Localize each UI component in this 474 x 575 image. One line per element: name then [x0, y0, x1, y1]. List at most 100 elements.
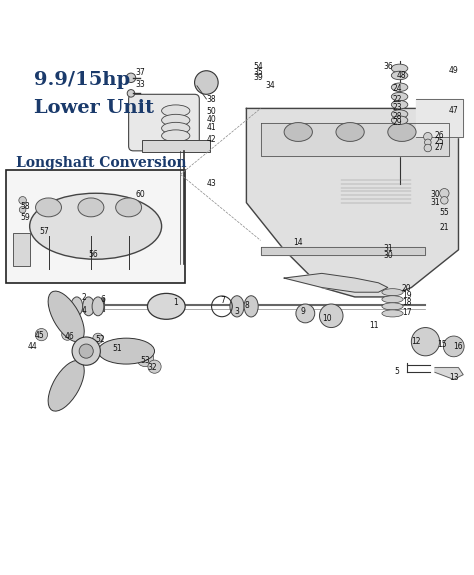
FancyBboxPatch shape — [6, 170, 185, 283]
Text: Lower Unit: Lower Unit — [35, 99, 155, 117]
Polygon shape — [435, 367, 463, 380]
Text: 10: 10 — [322, 313, 331, 323]
Ellipse shape — [92, 297, 104, 316]
Text: 17: 17 — [402, 308, 411, 316]
Text: 47: 47 — [449, 106, 459, 116]
Text: 54: 54 — [253, 63, 263, 71]
Text: 18: 18 — [402, 298, 411, 307]
FancyBboxPatch shape — [128, 94, 199, 151]
Ellipse shape — [392, 64, 408, 72]
Text: 56: 56 — [89, 250, 98, 259]
Text: 2: 2 — [82, 293, 86, 302]
Ellipse shape — [382, 310, 403, 317]
Text: 50: 50 — [206, 107, 216, 116]
Text: 42: 42 — [206, 135, 216, 144]
Circle shape — [195, 71, 218, 94]
Circle shape — [110, 342, 119, 351]
Text: 14: 14 — [293, 238, 303, 247]
Text: 22: 22 — [392, 94, 402, 103]
Text: 43: 43 — [206, 179, 216, 189]
Ellipse shape — [30, 193, 162, 259]
Text: 8: 8 — [244, 301, 249, 310]
Text: 5: 5 — [395, 367, 400, 376]
Polygon shape — [284, 273, 388, 292]
Ellipse shape — [392, 101, 408, 109]
Ellipse shape — [382, 289, 403, 296]
Circle shape — [319, 304, 343, 328]
Ellipse shape — [48, 291, 84, 342]
Circle shape — [127, 90, 135, 97]
Text: 53: 53 — [140, 356, 150, 365]
Text: 23: 23 — [392, 103, 402, 112]
Text: 13: 13 — [449, 373, 458, 382]
Text: 7: 7 — [220, 296, 225, 305]
Circle shape — [93, 333, 103, 344]
Ellipse shape — [392, 83, 408, 91]
Text: 57: 57 — [39, 227, 49, 236]
Circle shape — [296, 304, 315, 323]
Ellipse shape — [78, 198, 104, 217]
Text: 32: 32 — [147, 363, 157, 372]
Polygon shape — [416, 99, 463, 137]
Text: 19: 19 — [402, 290, 411, 300]
Text: 41: 41 — [206, 123, 216, 132]
Text: 39: 39 — [253, 73, 263, 82]
Text: 36: 36 — [383, 62, 392, 71]
Text: 46: 46 — [65, 332, 74, 341]
Text: 44: 44 — [27, 342, 37, 351]
Text: 45: 45 — [34, 331, 44, 340]
Text: 48: 48 — [397, 71, 407, 80]
Circle shape — [19, 197, 27, 204]
Text: 27: 27 — [435, 143, 445, 152]
Circle shape — [439, 189, 449, 198]
Text: 38: 38 — [206, 95, 216, 105]
Ellipse shape — [71, 297, 82, 316]
Ellipse shape — [162, 122, 190, 134]
Ellipse shape — [392, 93, 408, 101]
Text: 35: 35 — [253, 68, 263, 76]
Text: 12: 12 — [411, 337, 421, 346]
Ellipse shape — [82, 297, 94, 316]
Ellipse shape — [162, 105, 190, 117]
Text: 9.9/15hp: 9.9/15hp — [35, 71, 130, 89]
Circle shape — [443, 336, 464, 356]
Circle shape — [148, 360, 161, 373]
Text: 28: 28 — [392, 113, 402, 121]
Text: 52: 52 — [96, 335, 105, 344]
Circle shape — [19, 206, 26, 213]
Polygon shape — [261, 122, 449, 156]
Circle shape — [72, 337, 100, 365]
Text: 16: 16 — [454, 342, 463, 351]
Text: 58: 58 — [20, 202, 30, 211]
Text: 51: 51 — [112, 344, 122, 353]
Circle shape — [137, 350, 154, 367]
Circle shape — [36, 328, 47, 341]
Ellipse shape — [244, 296, 258, 317]
Circle shape — [440, 197, 448, 204]
Text: 31: 31 — [430, 198, 440, 207]
Ellipse shape — [284, 122, 312, 141]
Text: 33: 33 — [136, 81, 145, 89]
Ellipse shape — [230, 296, 244, 317]
FancyBboxPatch shape — [13, 233, 30, 266]
Text: 29: 29 — [392, 118, 402, 127]
Circle shape — [424, 132, 432, 141]
Text: 37: 37 — [136, 68, 145, 76]
Ellipse shape — [336, 122, 364, 141]
Text: 25: 25 — [435, 137, 445, 146]
Polygon shape — [261, 247, 426, 255]
Text: Longshaft Conversion: Longshaft Conversion — [16, 156, 186, 170]
Ellipse shape — [162, 130, 190, 141]
Circle shape — [411, 328, 439, 356]
Text: 30: 30 — [430, 190, 440, 199]
Text: 4: 4 — [82, 306, 86, 315]
Text: 9: 9 — [301, 306, 305, 316]
Text: 20: 20 — [402, 284, 411, 293]
Polygon shape — [246, 109, 458, 297]
Ellipse shape — [36, 198, 62, 217]
Ellipse shape — [392, 110, 408, 118]
Circle shape — [79, 344, 93, 358]
Text: 26: 26 — [435, 131, 445, 140]
Ellipse shape — [98, 338, 155, 364]
Text: 60: 60 — [136, 190, 145, 199]
